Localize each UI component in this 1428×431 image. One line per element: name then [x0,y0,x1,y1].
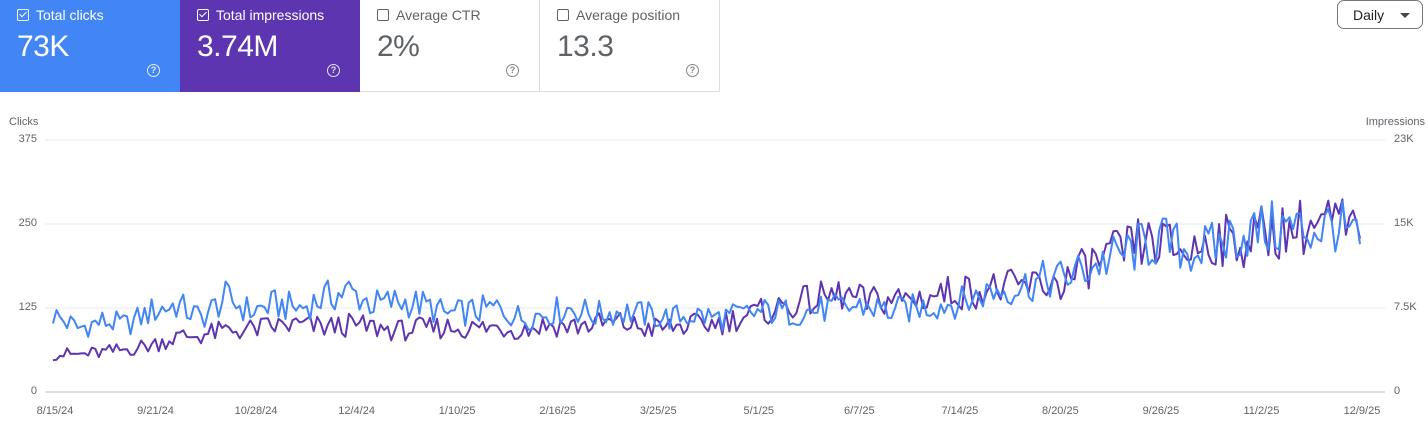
x-axis-tick: 9/26/25 [1142,405,1180,417]
series-line-impressions [52,198,1361,362]
x-axis-tick: 6/7/25 [844,405,875,417]
average-position-header: Average position [557,7,680,23]
total-clicks-card[interactable]: Total clicks 73K ? [0,0,180,92]
help-circle-icon[interactable]: ? [506,64,519,77]
left-axis-tick: 0 [30,385,37,397]
help-circle-icon[interactable]: ? [686,64,699,77]
x-axis-tick: 12/9/25 [1343,405,1381,417]
total-impressions-label: Total impressions [216,7,325,23]
x-axis-tick: 7/14/25 [941,405,979,417]
checkbox-icon[interactable] [557,9,569,21]
total-impressions-card[interactable]: Total impressions 3.74M ? [180,0,360,92]
average-ctr-header: Average CTR [377,7,481,23]
average-ctr-card[interactable]: Average CTR 2% ? [360,0,540,92]
caret-down-icon [1400,13,1410,18]
total-impressions-value: 3.74M [197,30,278,63]
x-axis-tick: 5/1/25 [743,405,775,417]
help-circle-icon[interactable]: ? [327,64,340,77]
checkbox-icon[interactable] [197,9,209,21]
total-clicks-label: Total clicks [36,7,104,23]
left-axis-title: Clicks [9,116,39,128]
average-position-value: 13.3 [557,30,614,63]
x-axis-tick: 10/28/24 [234,405,278,417]
chart-series [52,198,1361,362]
x-axis-tick: 9/21/24 [137,405,174,417]
chart-grid [45,139,1385,393]
checkbox-icon[interactable] [17,9,29,21]
checkbox-icon[interactable] [377,9,389,21]
total-clicks-header: Total clicks [17,7,104,23]
right-axis-tick: 0 [1394,385,1401,397]
x-axis-tick: 8/20/25 [1042,405,1079,417]
left-axis-tick: 125 [18,301,37,313]
total-clicks-value: 73K [17,30,69,63]
period-select-label: Daily [1353,6,1385,23]
x-axis-tick: 8/15/24 [36,405,74,417]
x-axis-tick: 1/10/25 [438,405,476,417]
total-impressions-header: Total impressions [197,7,324,23]
period-select[interactable]: Daily [1337,0,1423,29]
x-axis-tick: 2/16/25 [539,405,577,417]
right-axis-tick: 15K [1394,217,1414,229]
average-position-label: Average position [576,7,681,23]
average-position-card[interactable]: Average position 13.3 ? [540,0,720,92]
left-axis-tick: 250 [18,217,37,229]
series-line-clicks [52,200,1361,338]
left-axis-tick: 375 [18,133,37,145]
right-axis-tick: 7.5K [1394,301,1417,313]
x-axis-tick: 11/2/25 [1243,405,1280,417]
right-axis-tick: 23K [1394,133,1414,145]
x-axis-tick: 12/4/24 [338,405,375,417]
right-axis-title: Impressions [1365,116,1425,128]
average-ctr-value: 2% [377,30,420,63]
help-circle-icon[interactable]: ? [147,64,160,77]
x-axis-tick: 3/25/25 [639,405,677,417]
metric-cards: Total clicks 73K ? Total impressions 3.7… [0,0,720,92]
average-ctr-label: Average CTR [396,7,481,23]
